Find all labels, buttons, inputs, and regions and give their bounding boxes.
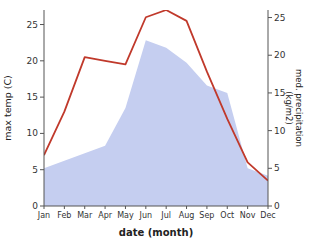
temp-line xyxy=(44,10,268,181)
y2-tick xyxy=(268,168,272,169)
y-tick-label: 10 xyxy=(27,128,39,138)
y2-axis-line xyxy=(268,10,269,206)
x-tick xyxy=(105,206,106,209)
y2-tick-label: 10 xyxy=(274,126,286,136)
y-tick-label: 5 xyxy=(32,165,38,175)
y-axis-label: max temp (C) xyxy=(2,75,13,141)
y-tick-label: 25 xyxy=(27,20,38,30)
x-tick xyxy=(145,206,146,209)
plot-area xyxy=(44,10,268,206)
x-tick-label: Jan xyxy=(37,211,50,220)
y-tick-label: 0 xyxy=(32,201,38,211)
x-tick-label: Dec xyxy=(260,211,275,220)
y2-tick xyxy=(268,55,272,56)
y2-tick-label: 15 xyxy=(274,88,285,98)
x-tick-label: Oct xyxy=(220,211,234,220)
chart: 0 5 10 15 20 25 0 5 10 15 20 25 Jan Feb Mar Apr May Jun Ju… xyxy=(0,0,318,242)
x-tick-label: Sep xyxy=(199,211,214,220)
x-tick xyxy=(64,206,65,209)
y-axis-line xyxy=(44,10,45,206)
y-tick xyxy=(40,24,44,25)
x-tick xyxy=(227,206,228,209)
x-tick xyxy=(268,206,269,209)
x-tick-label: Mar xyxy=(77,211,93,220)
axes: 0 5 10 15 20 25 0 5 10 15 20 25 Jan Feb Mar Apr May Jun Ju… xyxy=(27,10,286,220)
y-tick-label: 15 xyxy=(27,92,38,102)
x-tick-label: Apr xyxy=(98,211,113,220)
x-tick xyxy=(166,206,167,209)
x-tick xyxy=(206,206,207,209)
y2-tick xyxy=(268,17,272,18)
x-axis-label: date (month) xyxy=(119,227,193,238)
y2-tick-label: 20 xyxy=(274,50,286,60)
y-tick xyxy=(40,133,44,134)
y2-tick-label: 25 xyxy=(274,13,285,23)
x-tick xyxy=(84,206,85,209)
y2-axis-label-line: med. precipitation xyxy=(294,69,304,147)
x-tick-label: Jun xyxy=(139,211,153,220)
y2-tick xyxy=(268,206,272,207)
x-tick-label: Feb xyxy=(57,211,71,220)
y2-tick-label: 0 xyxy=(274,201,280,211)
y2-axis-label: med. precipitation(kg/m2) xyxy=(284,69,304,147)
y-tick xyxy=(40,206,44,207)
x-tick xyxy=(125,206,126,209)
y2-tick xyxy=(268,130,272,131)
y2-axis-label-line: (kg/m2) xyxy=(284,91,294,125)
x-axis-line xyxy=(44,206,268,207)
precip-area xyxy=(44,40,268,206)
x-tick xyxy=(44,206,45,209)
x-tick-label: Jul xyxy=(160,211,171,220)
x-tick-label: Nov xyxy=(240,211,256,220)
y-tick xyxy=(40,97,44,98)
x-tick xyxy=(247,206,248,209)
y2-tick-label: 5 xyxy=(274,163,280,173)
x-tick xyxy=(186,206,187,209)
x-tick-label: Aug xyxy=(179,211,195,220)
x-tick-label: May xyxy=(117,211,134,220)
y-tick-label: 20 xyxy=(27,56,39,66)
y-tick xyxy=(40,60,44,61)
y2-tick xyxy=(268,92,272,93)
y-tick xyxy=(40,169,44,170)
